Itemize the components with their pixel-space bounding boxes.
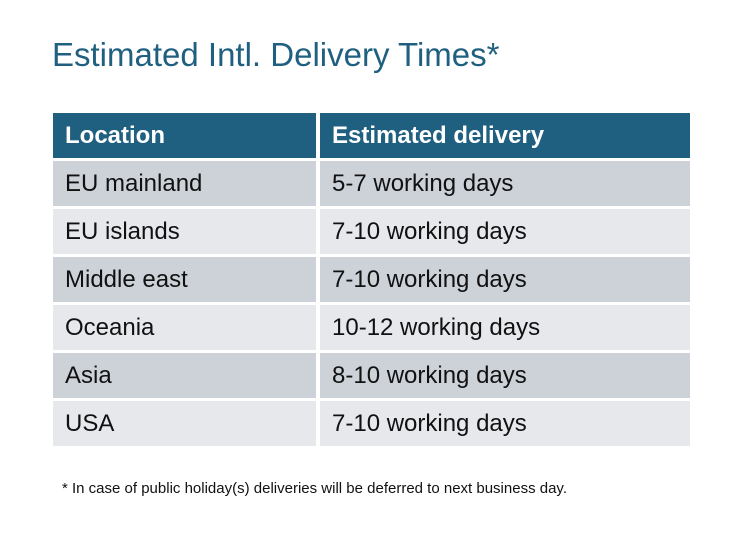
delivery-cell: 7-10 working days: [320, 401, 690, 446]
location-cell: USA: [53, 401, 316, 446]
delivery-cell: 7-10 working days: [320, 257, 690, 302]
location-cell: EU mainland: [53, 161, 316, 206]
location-cell: Middle east: [53, 257, 316, 302]
delivery-cell: 7-10 working days: [320, 209, 690, 254]
delivery-times-table: Location Estimated delivery EU mainland …: [49, 110, 694, 449]
table-row: Asia 8-10 working days: [53, 353, 690, 398]
delivery-cell: 5-7 working days: [320, 161, 690, 206]
delivery-cell: 10-12 working days: [320, 305, 690, 350]
column-header-estimated-delivery: Estimated delivery: [320, 113, 690, 158]
delivery-cell: 8-10 working days: [320, 353, 690, 398]
table-header-row: Location Estimated delivery: [53, 113, 690, 158]
location-cell: Oceania: [53, 305, 316, 350]
table-row: USA 7-10 working days: [53, 401, 690, 446]
table-row: Middle east 7-10 working days: [53, 257, 690, 302]
column-header-location: Location: [53, 113, 316, 158]
footnote: * In case of public holiday(s) deliverie…: [62, 480, 567, 497]
page-title: Estimated Intl. Delivery Times*: [52, 36, 500, 73]
location-cell: Asia: [53, 353, 316, 398]
location-cell: EU islands: [53, 209, 316, 254]
table-row: EU mainland 5-7 working days: [53, 161, 690, 206]
table-row: EU islands 7-10 working days: [53, 209, 690, 254]
table-row: Oceania 10-12 working days: [53, 305, 690, 350]
